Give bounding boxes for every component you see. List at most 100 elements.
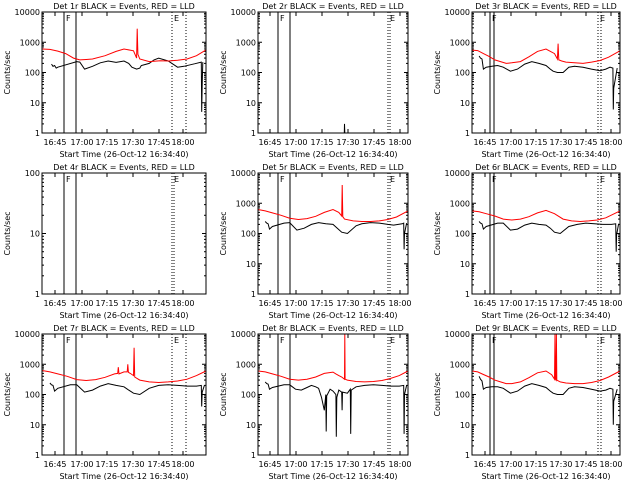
marker-label-e: E: [390, 336, 395, 345]
y-tick-label: 10000: [15, 8, 40, 17]
series-lld: [471, 209, 621, 223]
y-tick-label: 10: [30, 99, 40, 108]
y-tick-label: 100: [25, 69, 40, 78]
x-tick-label: 17:45: [147, 460, 170, 469]
y-tick-label: 10: [460, 99, 470, 108]
marker-label-f: F: [66, 14, 71, 23]
x-tick-label: 17:00: [284, 138, 307, 147]
y-tick-label: 1000: [20, 38, 40, 47]
x-tick-label: 17:30: [336, 460, 359, 469]
series-lld: [471, 43, 621, 64]
y-tick-label: 100: [25, 391, 40, 400]
y-axis-label: Counts/sec: [3, 211, 12, 255]
x-tick-label: 17:30: [549, 299, 572, 308]
x-axis-label: Start Time (26-Oct-12 16:34:40): [59, 311, 188, 320]
marker-label-f: F: [492, 14, 497, 23]
x-tick-label: 17:15: [524, 138, 547, 147]
x-tick-label: 17:15: [95, 460, 118, 469]
series-lld: [41, 28, 207, 63]
marker-label-f: F: [280, 14, 285, 23]
x-tick-label: 17:45: [574, 460, 597, 469]
y-tick-label: 1000: [450, 38, 470, 47]
panel-3: Det 3r BLACK = Events, RED = LLD Counts/s…: [433, 2, 623, 159]
y-tick-label: 1000: [20, 360, 40, 369]
y-tick-label: 100: [455, 230, 470, 239]
plot-area-frame: [41, 172, 207, 295]
x-axis-label: Start Time (26-Oct-12 16:34:40): [268, 150, 397, 159]
marker-label-e: E: [600, 14, 605, 23]
x-tick-label: 18:00: [388, 299, 411, 308]
y-tick-label: 1: [465, 129, 470, 138]
y-tick-label: 100: [455, 69, 470, 78]
panel-title: Det 6r BLACK = Events, RED = LLD: [475, 163, 617, 172]
series-events: [478, 55, 618, 110]
x-tick-label: 16:45: [43, 299, 66, 308]
panel-5: Det 5r BLACK = Events, RED = LLD Counts/s…: [219, 163, 412, 320]
x-tick-label: 16:45: [258, 299, 281, 308]
x-tick-label: 17:30: [549, 138, 572, 147]
x-tick-label: 17:15: [95, 138, 118, 147]
x-tick-label: 17:00: [499, 299, 522, 308]
y-tick-label: 10000: [231, 330, 256, 339]
marker-label-e: E: [600, 336, 605, 345]
marker-label-e: E: [174, 14, 179, 23]
x-tick-label: 17:45: [574, 299, 597, 308]
y-tick-label: 1: [35, 129, 40, 138]
x-tick-label: 17:00: [70, 460, 93, 469]
y-axis-label: Counts/sec: [219, 211, 228, 255]
series-lld: [41, 347, 207, 384]
x-tick-label: 17:45: [147, 138, 170, 147]
series-events: [264, 381, 408, 437]
plot-area-frame: [471, 172, 621, 295]
y-axis-label: Counts/sec: [433, 211, 442, 255]
panel-title: Det 5r BLACK = Events, RED = LLD: [262, 163, 404, 172]
x-tick-label: 16:45: [473, 138, 496, 147]
y-tick-label: 100: [241, 69, 256, 78]
y-tick-label: 10000: [445, 330, 470, 339]
x-tick-label: 17:15: [310, 138, 333, 147]
y-tick-label: 1000: [236, 38, 256, 47]
panel-6: Det 6r BLACK = Events, RED = LLD Counts/s…: [433, 163, 623, 320]
y-tick-label: 10000: [445, 169, 470, 178]
x-tick-label: 18:00: [171, 460, 194, 469]
y-tick-label: 10: [246, 99, 256, 108]
panel-1: Det 1r BLACK = Events, RED = LLD Counts/s…: [3, 2, 207, 159]
y-tick-label: 10000: [445, 8, 470, 17]
panel-8: Det 8r BLACK = Events, RED = LLD Counts/s…: [219, 324, 412, 480]
x-tick-label: 17:15: [95, 299, 118, 308]
y-tick-label: 1000: [450, 199, 470, 208]
y-tick-label: 1: [251, 129, 256, 138]
x-tick-label: 17:15: [524, 460, 547, 469]
marker-label-e: E: [174, 336, 179, 345]
x-axis-label: Start Time (26-Oct-12 16:34:40): [59, 472, 188, 480]
x-tick-label: 18:00: [388, 460, 411, 469]
x-tick-label: 18:00: [599, 138, 622, 147]
marker-label-f: F: [492, 336, 497, 345]
panel-7: Det 7r BLACK = Events, RED = LLD Counts/s…: [3, 324, 207, 480]
x-tick-label: 17:00: [70, 299, 93, 308]
plot-area-frame: [41, 11, 207, 134]
y-tick-label: 100: [241, 391, 256, 400]
y-tick-label: 1: [251, 451, 256, 460]
y-tick-label: 10: [246, 260, 256, 269]
series-events: [51, 57, 204, 112]
y-tick-label: 1000: [450, 360, 470, 369]
y-tick-label: 1000: [236, 360, 256, 369]
x-tick-label: 17:45: [362, 299, 385, 308]
x-tick-label: 16:45: [43, 138, 66, 147]
y-tick-label: 1000: [236, 199, 256, 208]
marker-label-e: E: [390, 14, 395, 23]
x-tick-label: 18:00: [599, 299, 622, 308]
x-tick-label: 18:00: [171, 138, 194, 147]
x-tick-label: 18:00: [599, 460, 622, 469]
y-tick-label: 10: [460, 421, 470, 430]
y-tick-label: 10000: [231, 8, 256, 17]
x-tick-label: 17:30: [121, 460, 144, 469]
marker-label-f: F: [66, 336, 71, 345]
y-tick-label: 100: [25, 169, 40, 178]
plot-area-frame: [471, 11, 621, 134]
y-axis-label: Counts/sec: [433, 50, 442, 94]
y-tick-label: 1: [35, 290, 40, 299]
series-events: [478, 376, 618, 425]
plot-area-frame: [257, 333, 409, 456]
